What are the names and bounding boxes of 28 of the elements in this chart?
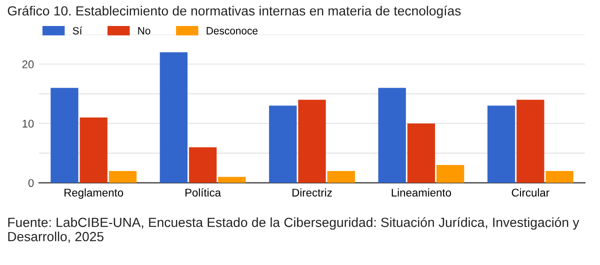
bar xyxy=(407,123,436,183)
bar xyxy=(50,88,78,183)
bar xyxy=(298,100,326,183)
bar xyxy=(487,106,516,183)
bar xyxy=(160,52,188,183)
x-tick-label: Reglamento xyxy=(64,188,124,199)
bar xyxy=(327,170,355,183)
x-tick-label: Lineamiento xyxy=(392,188,452,197)
legend-label: Desconoce xyxy=(206,27,258,34)
legend-label: Sí xyxy=(72,26,82,34)
bar xyxy=(378,88,406,183)
y-tick-label: 10 xyxy=(22,120,34,128)
bar xyxy=(516,100,544,183)
x-tick-label: Política xyxy=(185,188,222,197)
y-tick-label: 20 xyxy=(22,60,34,68)
bar xyxy=(188,147,217,183)
bar xyxy=(269,106,297,183)
bar xyxy=(546,170,574,183)
x-tick-label: Directriz xyxy=(292,188,332,197)
source-note: Fuente: LabCIBE-UNA, Encuesta Estado de la Ciberseguridad: Situación Jurídica, Investigación y Desarrollo, 2025 xyxy=(8,217,580,243)
chart-title: Gráfico 10. Establecimiento de normativas internas en materia de tecnologías xyxy=(8,6,461,18)
legend-label: No xyxy=(138,27,150,34)
x-tick-label: Circular xyxy=(512,188,550,197)
y-tick-label: 0 xyxy=(28,179,34,187)
bar xyxy=(80,118,108,183)
bar xyxy=(108,170,137,183)
bar xyxy=(218,176,246,183)
bar xyxy=(436,165,464,183)
